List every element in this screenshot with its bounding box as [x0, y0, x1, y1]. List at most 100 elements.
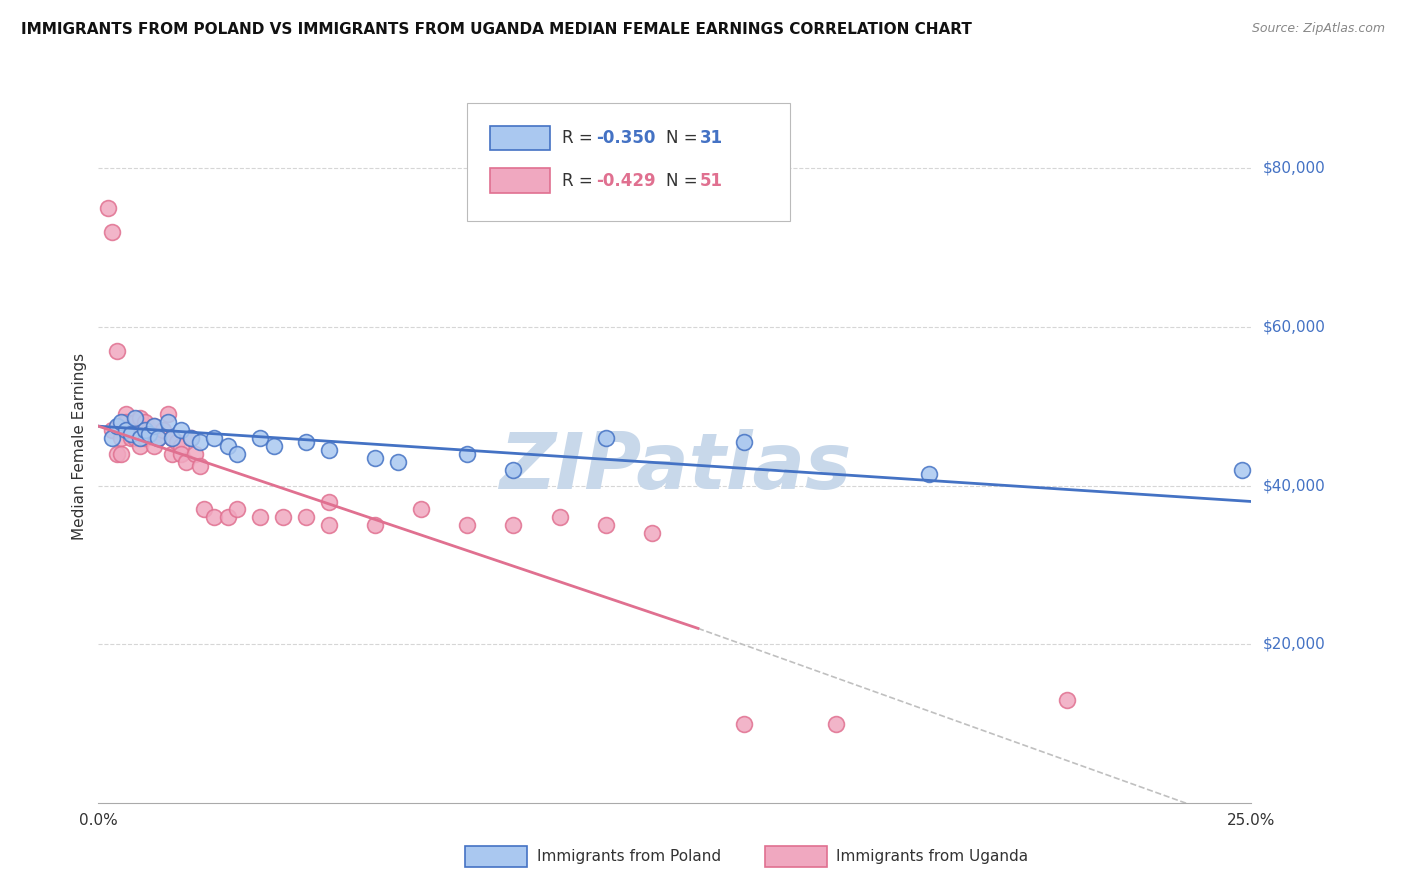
Text: N =: N =	[665, 128, 703, 146]
Point	[318, 518, 340, 533]
Point	[97, 201, 120, 215]
Point	[174, 455, 197, 469]
Text: -0.429: -0.429	[596, 171, 657, 189]
Point	[138, 427, 160, 442]
Text: Immigrants from Poland: Immigrants from Poland	[537, 849, 721, 863]
Text: 51: 51	[700, 171, 723, 189]
Point	[115, 407, 138, 421]
Point	[502, 518, 524, 533]
Point	[184, 447, 207, 461]
Point	[105, 419, 128, 434]
Point	[142, 419, 165, 434]
Point	[124, 411, 146, 425]
Point	[129, 439, 152, 453]
Point	[105, 343, 128, 358]
Point	[156, 407, 179, 421]
Point	[225, 447, 247, 461]
Point	[156, 415, 179, 429]
Point	[295, 510, 318, 524]
Point	[101, 431, 124, 445]
Point	[387, 455, 409, 469]
Point	[456, 518, 478, 533]
Point	[271, 510, 294, 524]
FancyBboxPatch shape	[491, 126, 550, 150]
Text: $80,000: $80,000	[1263, 161, 1326, 176]
Point	[120, 423, 142, 437]
Point	[263, 439, 285, 453]
Point	[124, 415, 146, 429]
Point	[318, 494, 340, 508]
Point	[110, 431, 132, 445]
Text: Immigrants from Uganda: Immigrants from Uganda	[837, 849, 1028, 863]
Point	[152, 423, 174, 437]
Point	[1230, 463, 1253, 477]
Text: R =: R =	[562, 128, 598, 146]
Point	[115, 423, 138, 437]
Point	[249, 510, 271, 524]
Point	[142, 439, 165, 453]
Point	[188, 435, 211, 450]
Point	[101, 423, 124, 437]
Point	[124, 431, 146, 445]
Point	[202, 510, 225, 524]
Y-axis label: Median Female Earnings: Median Female Earnings	[72, 352, 87, 540]
FancyBboxPatch shape	[491, 169, 550, 193]
Point	[595, 431, 617, 445]
Point	[411, 502, 433, 516]
Point	[180, 431, 202, 445]
Point	[733, 716, 755, 731]
Text: R =: R =	[562, 171, 598, 189]
Point	[318, 442, 340, 457]
Point	[160, 431, 183, 445]
Point	[160, 447, 183, 461]
Point	[1056, 692, 1078, 706]
Text: $60,000: $60,000	[1263, 319, 1326, 334]
Point	[134, 423, 156, 437]
Text: IMMIGRANTS FROM POLAND VS IMMIGRANTS FROM UGANDA MEDIAN FEMALE EARNINGS CORRELAT: IMMIGRANTS FROM POLAND VS IMMIGRANTS FRO…	[21, 22, 972, 37]
Point	[148, 431, 170, 445]
Point	[188, 458, 211, 473]
Point	[170, 423, 193, 437]
Point	[105, 447, 128, 461]
Point	[733, 435, 755, 450]
Point	[502, 463, 524, 477]
FancyBboxPatch shape	[465, 847, 527, 867]
Point	[202, 431, 225, 445]
Text: Source: ZipAtlas.com: Source: ZipAtlas.com	[1251, 22, 1385, 36]
Point	[170, 447, 193, 461]
Point	[364, 518, 387, 533]
Point	[110, 447, 132, 461]
Text: $20,000: $20,000	[1263, 637, 1326, 652]
Point	[166, 435, 188, 450]
Point	[142, 419, 165, 434]
Point	[641, 526, 664, 541]
FancyBboxPatch shape	[765, 847, 827, 867]
Text: ZIPatlas: ZIPatlas	[499, 429, 851, 506]
Point	[364, 450, 387, 465]
Point	[595, 518, 617, 533]
Point	[249, 431, 271, 445]
Point	[160, 431, 183, 445]
Point	[217, 439, 239, 453]
Point	[193, 502, 215, 516]
Text: $40,000: $40,000	[1263, 478, 1326, 493]
Point	[138, 423, 160, 437]
Point	[129, 431, 152, 445]
Point	[217, 510, 239, 524]
Point	[115, 415, 138, 429]
Point	[825, 716, 848, 731]
Point	[456, 447, 478, 461]
Text: 31: 31	[700, 128, 723, 146]
Point	[180, 431, 202, 445]
Point	[170, 439, 193, 453]
Point	[120, 427, 142, 442]
Point	[134, 415, 156, 429]
Point	[101, 225, 124, 239]
Point	[548, 510, 571, 524]
Point	[917, 467, 939, 481]
Point	[110, 415, 132, 429]
Point	[129, 411, 152, 425]
Point	[148, 431, 170, 445]
Point	[225, 502, 247, 516]
Point	[120, 431, 142, 445]
